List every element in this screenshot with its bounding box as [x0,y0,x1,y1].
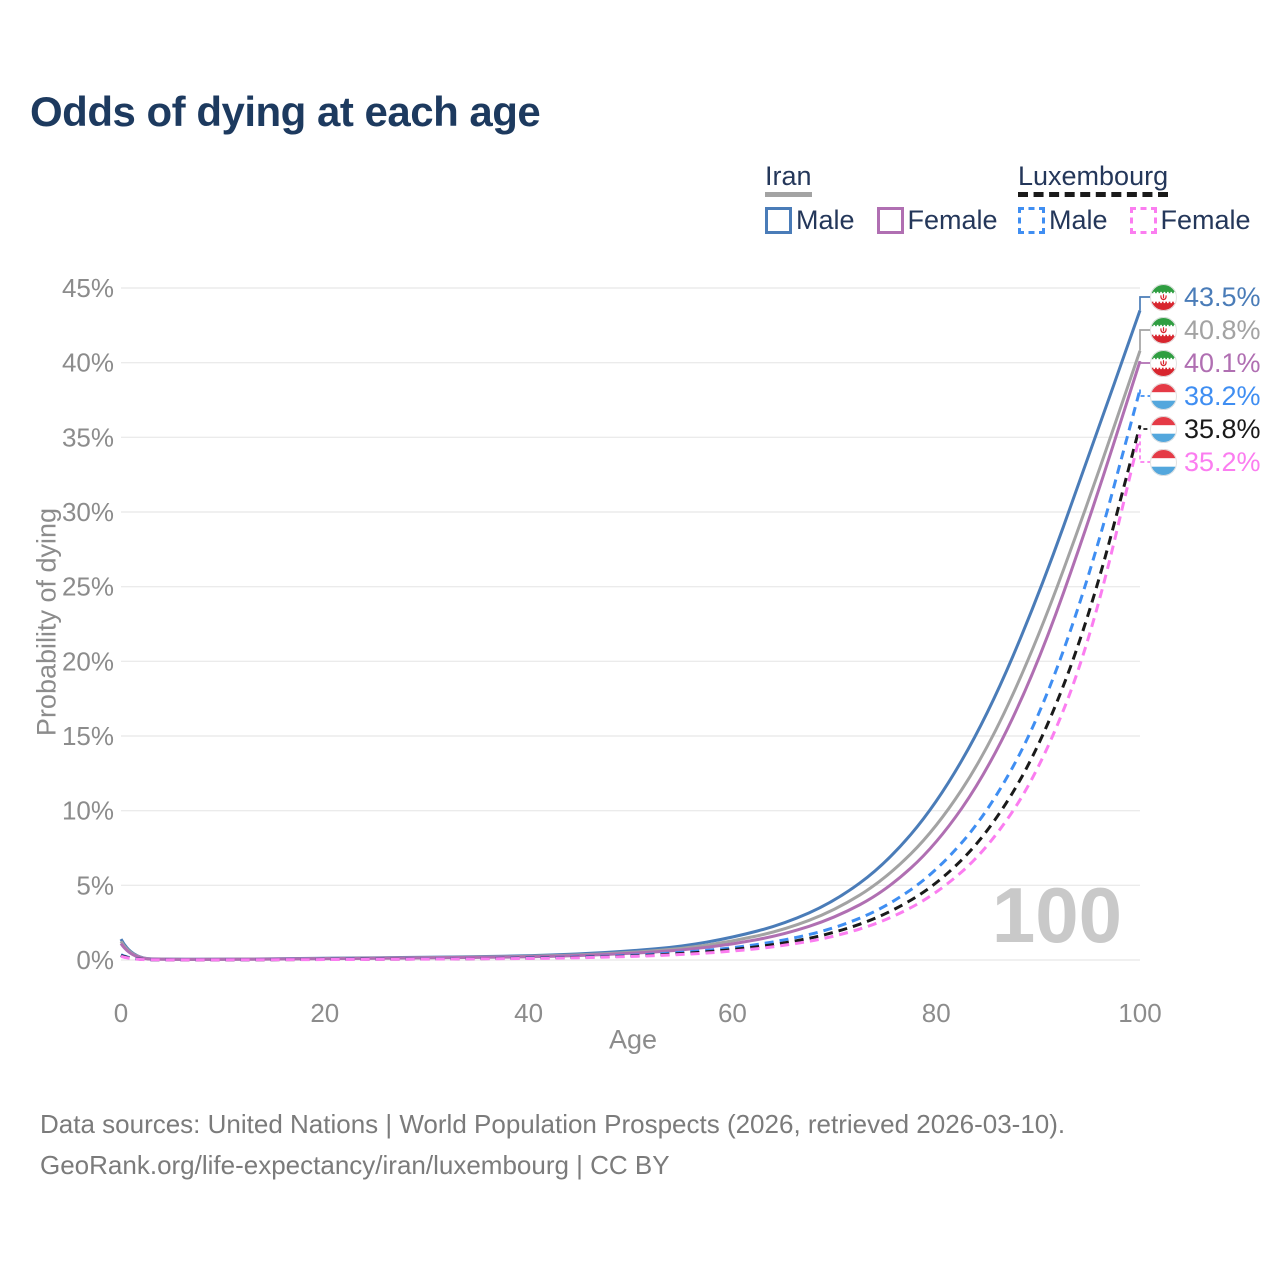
legend-swatch-luxembourg-female-icon [1129,207,1157,234]
iran-flag-icon [1150,284,1177,311]
y-tick-label: 15% [62,721,114,751]
end-label-value: 40.1% [1184,348,1261,378]
end-label-iran-female: 40.1% [1150,347,1261,380]
legend-iran-male[interactable]: Male [765,205,855,236]
footer-attribution: GeoRank.org/life-expectancy/iran/luxembo… [40,1150,670,1180]
y-tick-label: 20% [62,646,114,676]
y-tick-label: 0% [76,945,114,975]
iran-flag-icon [1150,317,1177,344]
end-label-value: 35.2% [1184,447,1261,477]
curve-luxembourg-male[interactable] [120,389,1142,962]
legend-iran-female[interactable]: Female [876,205,998,236]
legend-luxembourg-male[interactable]: Male [1018,205,1108,236]
end-label-value: 40.8% [1184,315,1261,345]
legend-swatch-iran-female-icon [876,207,904,234]
end-label-connector-iran-female [1139,361,1151,364]
footer: Data sources: United Nations | World Pop… [40,1104,1065,1186]
y-tick-label: 40% [62,348,114,378]
legend-label: Male [796,205,855,235]
end-label-connector-iran-both-sexes [1139,329,1151,351]
y-tick-label: 45% [62,273,114,303]
iran-flag-icon [1150,350,1177,377]
curve-iran-female[interactable] [119,360,1142,961]
end-label-luxembourg-female: 35.2% [1150,446,1261,479]
x-tick-label: 20 [310,998,339,1028]
end-label-connector-luxembourg-both-sexes [1139,425,1151,430]
y-tick-label: 10% [62,796,114,826]
legend-label: Female [1160,205,1251,235]
y-tick-label: 5% [76,870,114,900]
curve-iran-both-sexes[interactable] [119,350,1142,961]
footer-data-sources: Data sources: United Nations | World Pop… [40,1109,1066,1139]
legend-swatch-iran-male-icon [765,207,792,234]
luxembourg-flag-icon [1150,416,1177,443]
x-tick-label: 80 [922,998,951,1028]
end-labels: 43.5% 40.8% 40.1% 38.2% 35.8% 35.2% [1150,281,1261,479]
end-label-iran-both-sexes: 40.8% [1150,314,1261,347]
luxembourg-flag-icon [1150,449,1177,476]
legend-header-luxembourg[interactable]: Luxembourg [1018,162,1169,197]
end-label-value: 35.8% [1184,414,1261,444]
y-tick-label: 25% [62,572,114,602]
legend-label: Female [907,205,998,235]
curve-luxembourg-female[interactable] [120,433,1142,962]
age-watermark: 100 [991,871,1122,959]
x-tick-label: 60 [718,998,747,1028]
end-label-value: 38.2% [1184,381,1261,411]
y-axis-title: Probability of dying [31,507,62,737]
curve-iran-male[interactable] [119,309,1142,961]
end-label-luxembourg-male: 38.2% [1150,380,1261,413]
x-tick-label: 40 [514,998,543,1028]
y-tick-label: 30% [62,497,114,527]
y-tick-label: 35% [62,422,114,452]
end-label-connector-luxembourg-male [1139,389,1151,397]
end-label-luxembourg-both-sexes: 35.8% [1150,413,1261,446]
end-label-connector-luxembourg-female [1139,434,1151,463]
legend-group-iran: Iran Male Female [765,162,998,236]
end-label-value: 43.5% [1184,282,1261,312]
end-label-iran-male: 43.5% [1150,281,1261,314]
x-tick-label: 100 [1118,998,1161,1028]
end-label-connector-iran-male [1139,296,1151,311]
legend-swatch-luxembourg-male-icon [1018,207,1045,234]
luxembourg-flag-icon [1150,383,1177,410]
x-tick-label: 0 [114,998,128,1028]
legend-header-iran[interactable]: Iran [765,162,812,197]
x-axis-title: Age [608,1024,658,1055]
page-title: Odds of dying at each age [30,88,541,135]
legend-group-luxembourg: Luxembourg Male Female [1018,162,1251,236]
legend-luxembourg-female[interactable]: Female [1129,205,1251,236]
legend-label: Male [1049,205,1108,235]
